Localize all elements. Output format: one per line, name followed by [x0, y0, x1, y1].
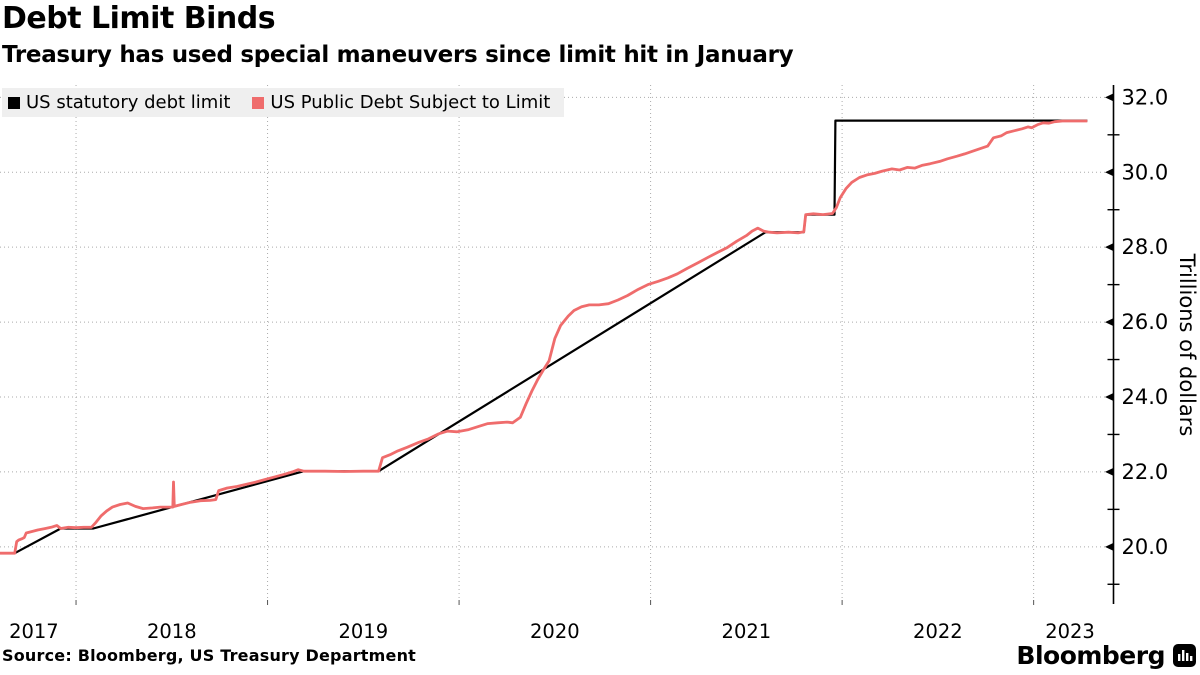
y-tick-label: 20.0: [1122, 535, 1169, 559]
page-title: Debt Limit Binds: [2, 1, 276, 36]
x-tick-label: 2021: [722, 620, 772, 643]
y-tick-arrow: [1105, 93, 1114, 102]
x-tick-label: 2018: [147, 620, 197, 643]
series-public-debt-subject-to-limit: [0, 119, 1088, 555]
y-tick-arrow: [1105, 542, 1114, 551]
bloomberg-wordmark: Bloomberg: [1016, 641, 1165, 670]
y-tick-arrow: [1105, 318, 1114, 327]
y-tick-label: 28.0: [1122, 235, 1169, 259]
x-tick-label: 2020: [530, 620, 580, 643]
x-tick-label: 2023: [1045, 620, 1095, 643]
y-axis-title: Trillions of dollars: [1175, 253, 1199, 437]
x-tick-label: 2022: [913, 620, 963, 643]
legend-label: US Public Debt Subject to Limit: [270, 92, 551, 113]
bloomberg-logo: Bloomberg: [1016, 641, 1196, 670]
y-tick-label: 22.0: [1122, 460, 1169, 484]
y-tick-label: 32.0: [1122, 85, 1169, 109]
y-tick-label: 30.0: [1122, 160, 1169, 184]
y-tick-arrow: [1105, 168, 1114, 177]
legend-swatch-black: [8, 96, 20, 109]
bloomberg-terminal-icon: [1173, 644, 1196, 667]
y-tick-label: 24.0: [1122, 385, 1169, 409]
legend-label: US statutory debt limit: [26, 92, 231, 113]
x-tick-label: 2019: [338, 620, 388, 643]
y-tick-arrow: [1105, 392, 1114, 401]
y-tick-arrow: [1105, 467, 1114, 476]
series-statutory-debt-limit: [0, 119, 1088, 555]
chart-legend: US statutory debt limit US Public Debt S…: [2, 88, 565, 117]
legend-item-public-debt: US Public Debt Subject to Limit: [252, 92, 550, 113]
y-tick-arrow: [1105, 243, 1114, 252]
legend-item-statutory-limit: US statutory debt limit: [8, 92, 230, 113]
source-note: Source: Bloomberg, US Treasury Departmen…: [2, 646, 417, 665]
y-tick-label: 26.0: [1122, 310, 1169, 334]
x-tick-label: 2017: [9, 620, 59, 643]
legend-swatch-red: [252, 96, 265, 109]
chart-subtitle: Treasury has used special maneuvers sinc…: [2, 42, 794, 68]
